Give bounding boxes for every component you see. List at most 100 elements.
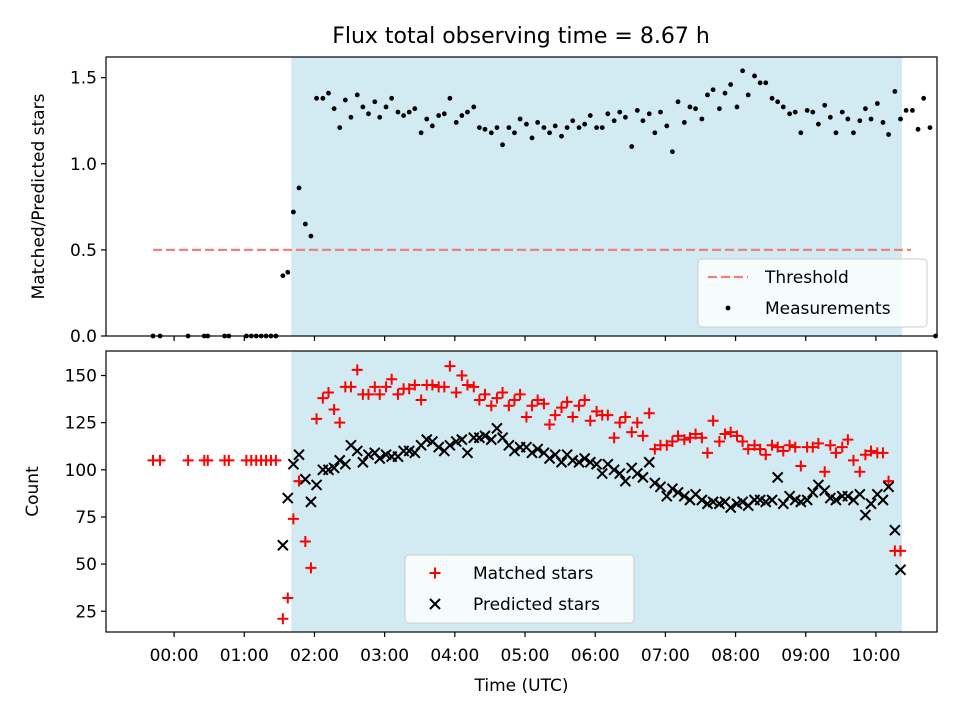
predicted-star-point [842,490,854,502]
matched-star-point [485,400,497,412]
measurement-point [506,125,512,131]
predicted-star-point [508,445,521,457]
matched-star-point [479,388,491,400]
predicted-star-point [374,452,386,465]
measurement-point [903,107,909,113]
measurement-point [640,118,646,124]
measurement-point [453,120,459,125]
predicted-star-point [573,456,585,468]
predicted-star-point [678,490,691,502]
y-tick-label: 25 [75,602,97,622]
measurement-point [734,104,740,110]
predicted-star-point [854,488,866,501]
measurement-point [476,125,482,131]
measurement-point [372,99,378,105]
matched-star-point [334,417,346,429]
x-tick-label: 00:00 [150,646,199,666]
measurement-point [348,114,354,120]
measurement-point [827,114,833,120]
y-tick-label: 0.5 [70,241,97,261]
measurement-point [412,106,418,112]
measurement-point [599,125,605,131]
matched-star-point [807,441,819,453]
matched-star-point [719,428,731,440]
measurement-point [360,104,366,110]
matched-star-point [772,441,784,453]
measurement-point [717,106,722,112]
measurement-point [810,109,816,115]
measurement-point [892,89,898,94]
measurement-point [459,113,465,118]
matched-star-point [812,437,824,449]
measurement-point [500,142,505,148]
measurement-point [465,109,470,115]
measurement-point [622,114,628,120]
predicted-star-point [596,467,608,480]
matched-star-point [661,439,673,451]
predicted-star-point [543,452,556,465]
measurement-point [535,120,541,125]
matched-star-point [328,403,340,415]
x-tick-label: 01:00 [220,646,269,666]
measurement-point [769,95,775,101]
measurement-point [436,113,442,118]
predicted-star-point [293,449,305,461]
matched-star-point [538,398,550,410]
measurement-point [377,114,383,120]
matched-star-point [830,447,842,459]
matched-star-point [637,430,649,442]
x-tick-label: 10:00 [851,646,900,666]
predicted-star-point [877,494,889,506]
x-tick-label: 04:00 [430,646,479,666]
matched-star-point [760,449,772,461]
measurement-point [389,95,395,101]
matched-star-point [202,454,214,466]
predicted-star-point [305,496,317,508]
measurement-point [710,87,716,93]
matched-star-point [795,460,807,472]
y-tick-label: 75 [75,508,97,528]
measurement-point [441,111,447,117]
matched-star-point [154,454,166,466]
predicted-star-point [889,524,901,536]
measurement-point [798,130,804,136]
matched-star-point [684,432,696,444]
measurement-point [833,130,839,136]
matched-star-point [737,436,749,448]
measurement-point [634,107,640,113]
measurement-point [331,106,337,112]
measurement-point [617,109,623,115]
measurement-point [366,111,371,117]
measurement-point [302,221,308,227]
measurement-point [839,109,845,115]
measurement-point [658,109,663,115]
measurement-point [927,125,933,131]
matched-star-point [403,383,415,395]
predicted-star-point [491,422,503,435]
predicted-star-point [807,486,819,499]
matched-star-point [450,386,462,398]
matched-star-point [591,405,603,417]
matched-star-point [666,436,678,448]
series-measurements [150,68,938,339]
predicted-star-point [783,490,796,502]
matched-star-point [345,381,357,393]
measurement-point [429,123,435,129]
legend-measurement-label: Measurements [765,299,891,319]
predicted-star-point [619,475,632,487]
matched-star-point [824,439,836,451]
legend-threshold-label: Threshold [764,268,849,288]
matched-star-point [749,439,761,451]
predicted-star-point [578,452,591,465]
measurement-point [320,95,326,101]
predicted-star-point [310,479,323,491]
measurement-point [787,111,793,117]
legend-box [697,258,928,328]
measurement-point [547,130,552,136]
predicted-star-point [351,445,363,457]
matched-star-point [626,426,638,438]
matched-star-point [819,466,831,478]
matched-star-point [223,454,235,466]
measurement-point [757,80,763,86]
predicted-star-point [818,484,831,497]
